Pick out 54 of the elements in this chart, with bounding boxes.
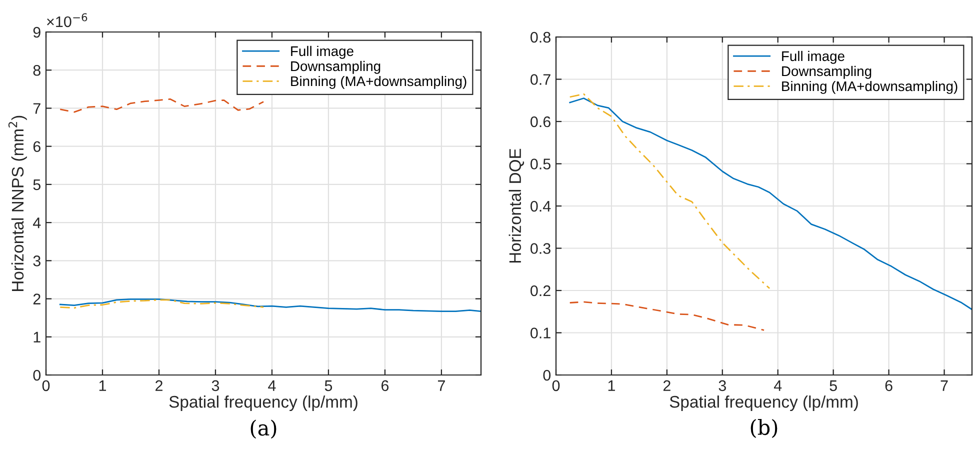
line-series [59,298,481,312]
y-tick-label: 0 [543,370,551,381]
line-series [59,98,264,113]
y-tick-label: 0.2 [530,285,550,296]
y-tick-label: 0.7 [530,74,550,85]
y-tick-label: 7 [33,103,40,114]
x-tick-label: 7 [438,380,445,391]
x-tick-label: 6 [885,380,892,392]
y-tick-label: 0.3 [530,243,550,254]
y-tick-label: 6 [33,141,40,152]
y-tick-label: 4 [32,218,41,228]
x-tick-label: 3 [718,380,726,392]
legend-label: Full image [291,46,354,59]
y-tick-label: 0.6 [530,116,550,128]
x-axis-title: Spatial frequency (lp/mm) [169,395,358,412]
y-tick-label: 0.5 [530,158,550,170]
x-tick-label: 2 [156,380,162,391]
y-tick-label: 8 [33,64,40,76]
text: (b) [750,418,778,438]
line-series [569,98,972,310]
x-tick-label: 0 [42,380,50,392]
x-tick-label: 5 [324,380,332,392]
x-tick-label: 2 [663,380,670,391]
x-tick-label: 1 [608,380,615,391]
y-tick-label: 9 [33,26,40,38]
y-tick-label: 0.1 [530,328,550,338]
legend-label: Full image [782,50,844,64]
y-tick-label: 2 [33,294,40,304]
x-tick-label: 3 [212,380,220,392]
x-tick-label: 5 [830,380,837,392]
line-series [59,299,264,309]
x-tick-label: 1 [99,380,106,391]
text: ×10$^{−6}$ [47,13,88,28]
y-tick-label: 0.8 [530,32,550,43]
x-tick-label: 0 [552,380,560,392]
y-tick-label: 0 [33,370,41,381]
y-axis-title: Horizontal DQE [508,148,524,263]
legend-label: Downsampling [291,60,380,74]
x-tick-label: 7 [940,380,948,391]
line-series [569,93,770,290]
x-tick-label: 4 [774,380,782,391]
x-axis-title: Spatial frequency (lp/mm) [670,395,858,412]
x-tick-label: 6 [381,380,389,392]
text: (a) [250,420,276,439]
x-tick-label: 4 [268,380,276,391]
legend-label: Downsampling [782,66,872,79]
y-tick-label: 3 [33,256,40,266]
legend-label: Binning (MA+downsampling) [782,80,958,94]
line-series [569,301,765,331]
y-axis-title: Horizontal NNPS (mm$^{2}$) [8,116,27,291]
y-tick-label: 5 [33,179,40,190]
legend-label: Binning (MA+downsampling) [291,76,466,89]
y-tick-label: 0.4 [530,200,551,212]
y-tick-label: 1 [34,332,40,342]
